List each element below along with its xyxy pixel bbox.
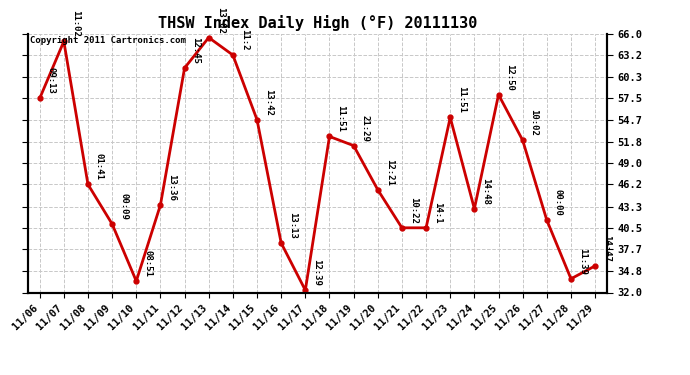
Text: 11:39: 11:39	[578, 248, 587, 274]
Text: 14:47: 14:47	[602, 235, 611, 262]
Text: 11:2: 11:2	[240, 29, 249, 51]
Text: 12:39: 12:39	[313, 259, 322, 286]
Text: 11:02: 11:02	[71, 10, 80, 37]
Text: 10:22: 10:22	[409, 197, 418, 223]
Text: Copyright 2011 Cartronics.com: Copyright 2011 Cartronics.com	[30, 36, 186, 45]
Text: 21:29: 21:29	[361, 115, 370, 141]
Text: 08:51: 08:51	[144, 250, 152, 277]
Text: 13:02: 13:02	[216, 6, 225, 33]
Text: 11:51: 11:51	[337, 105, 346, 132]
Text: 13:36: 13:36	[168, 174, 177, 201]
Text: 14:48: 14:48	[482, 178, 491, 205]
Text: 10:02: 10:02	[530, 109, 539, 136]
Text: 11:51: 11:51	[457, 86, 466, 113]
Title: THSW Index Daily High (°F) 20111130: THSW Index Daily High (°F) 20111130	[158, 15, 477, 31]
Text: 00:09: 00:09	[119, 193, 128, 220]
Text: 12:50: 12:50	[506, 64, 515, 90]
Text: 12:21: 12:21	[385, 159, 394, 186]
Text: 09:13: 09:13	[47, 68, 56, 94]
Text: 01:41: 01:41	[95, 153, 104, 180]
Text: 13:13: 13:13	[288, 212, 297, 239]
Text: 13:42: 13:42	[264, 89, 273, 116]
Text: 14:1: 14:1	[433, 202, 442, 223]
Text: 00:00: 00:00	[554, 189, 563, 216]
Text: 12:45: 12:45	[192, 37, 201, 64]
